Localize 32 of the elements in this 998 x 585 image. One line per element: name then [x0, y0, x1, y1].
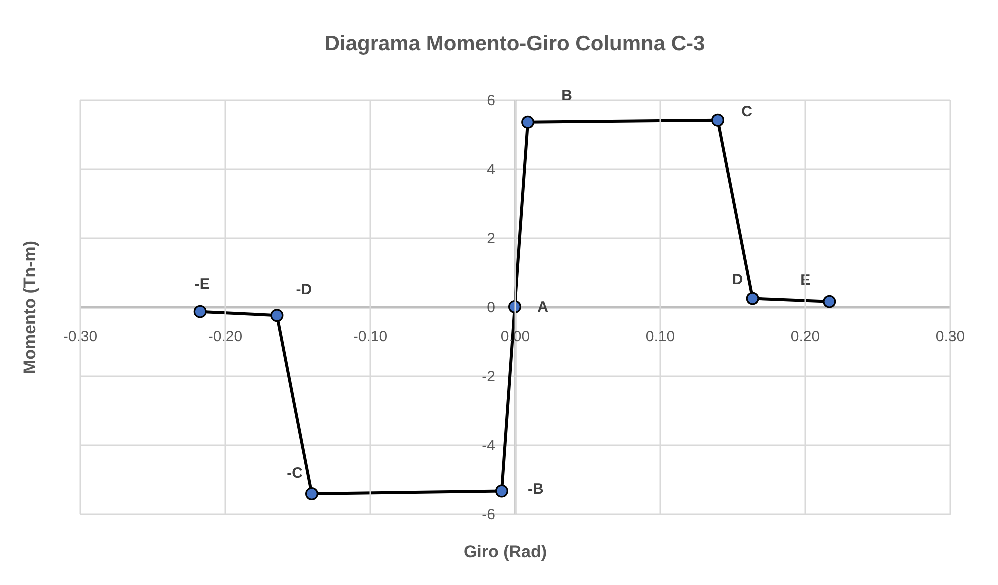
annotation: C — [742, 103, 753, 120]
point — [746, 292, 760, 306]
x-tick-label: -0.30 — [63, 328, 98, 346]
y-tick-label: -4 — [482, 438, 496, 454]
annotation: D — [732, 272, 744, 289]
x-tick-label: 0.20 — [790, 328, 820, 346]
annotation: -E — [194, 276, 210, 293]
y-tick-label: 6 — [487, 92, 496, 110]
point — [823, 295, 836, 308]
x-tick-label: -0.20 — [208, 328, 243, 346]
annotation: B — [562, 87, 573, 104]
y-tick-label: 4 — [487, 162, 496, 178]
y-tick-label: -6 — [482, 506, 496, 524]
y-axis-title: Momento (Tn-m) — [20, 240, 40, 374]
x-axis-title: Giro (Rad) — [464, 542, 548, 562]
y-tick-label: 0 — [487, 300, 496, 316]
point — [495, 484, 508, 498]
point — [306, 488, 318, 500]
point — [712, 114, 724, 127]
point — [194, 305, 207, 318]
annotation: -C — [287, 464, 304, 482]
annotation: -B — [528, 481, 544, 498]
point — [522, 116, 535, 129]
y-tick-label: 2 — [487, 230, 496, 248]
point — [270, 309, 284, 322]
x-tick-label: -0.10 — [353, 328, 388, 346]
y-tick-label: -2 — [482, 368, 496, 386]
x-tick-label: 0.10 — [646, 328, 676, 346]
annotation: -D — [296, 282, 312, 299]
chart-title: Diagrama Momento-Giro Columna C-3 — [324, 32, 706, 56]
annotation: A — [538, 299, 549, 316]
x-tick-label: 0.30 — [936, 328, 966, 346]
